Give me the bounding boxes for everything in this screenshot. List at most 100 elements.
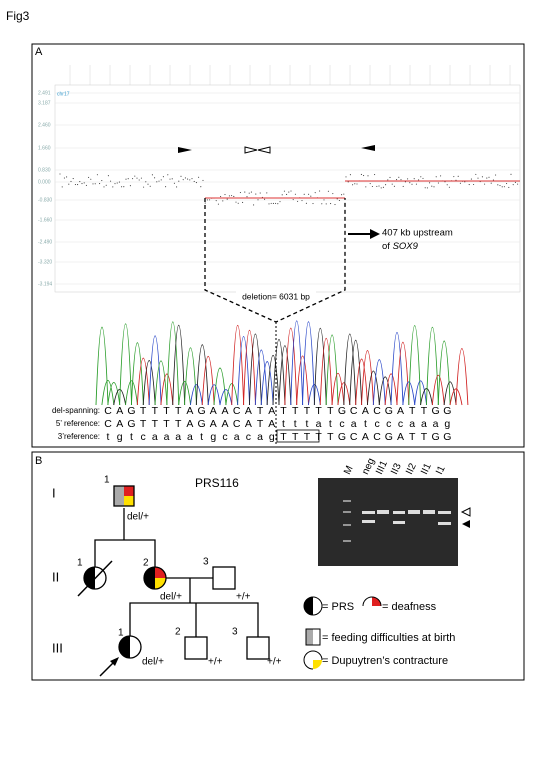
probe-dot <box>294 193 296 195</box>
base: A <box>221 405 228 417</box>
probe-dot <box>332 193 334 195</box>
base: a <box>234 431 240 443</box>
base: G <box>443 431 451 443</box>
probe-dot <box>224 193 226 196</box>
legend-text: = feeding difficulties at birth <box>322 632 455 644</box>
probe-dot <box>70 180 72 183</box>
probe-dot <box>323 199 325 201</box>
probe-dot <box>79 181 81 183</box>
probe-dot <box>382 186 384 188</box>
probe-dot <box>481 176 483 178</box>
chromatogram-peak <box>449 388 463 406</box>
probe-dot <box>506 182 508 185</box>
probe-dot <box>305 202 307 204</box>
chromatogram-peak <box>225 383 239 406</box>
sequence-label: 5’ reference: <box>56 419 100 428</box>
base: g <box>269 431 275 443</box>
probe-dot <box>257 199 259 201</box>
y-axis-label: 2.460 <box>38 122 51 128</box>
probe-dot <box>310 195 312 197</box>
base: g <box>210 431 216 443</box>
probe-dot <box>415 183 417 185</box>
probe-dot <box>470 178 472 180</box>
base: g <box>117 431 123 443</box>
probe-dot <box>178 180 180 182</box>
probe-dot <box>171 178 173 180</box>
base: A <box>186 418 193 430</box>
trait-fill <box>144 567 155 589</box>
probe-dot <box>147 183 149 185</box>
y-axis-label: -1.660 <box>38 217 52 223</box>
probe-dot <box>154 177 156 179</box>
probe-dot <box>222 200 224 202</box>
base: G <box>432 431 440 443</box>
probe-dot <box>158 180 160 182</box>
probe-dot <box>312 202 314 205</box>
trait-fill <box>124 486 134 496</box>
overlap-box <box>276 429 320 443</box>
probe-dot <box>389 176 391 179</box>
probe-dot <box>118 181 120 183</box>
probe-dot <box>121 186 123 188</box>
base: G <box>127 405 135 417</box>
base: G <box>198 405 206 417</box>
probe-dot <box>85 184 87 186</box>
base: A <box>362 405 369 417</box>
probe-dot <box>105 184 107 186</box>
legend-text: = PRS <box>322 601 354 613</box>
panel-label: A <box>35 46 43 58</box>
probe-dot <box>446 184 448 186</box>
probe-dot <box>231 195 233 197</box>
probe-dot <box>512 184 514 186</box>
probe-dot <box>259 192 261 194</box>
probe-dot <box>198 176 200 178</box>
deceased-mark <box>77 560 113 597</box>
base: A <box>210 418 217 430</box>
base: A <box>362 431 369 443</box>
base: c <box>386 418 391 430</box>
probe-dot <box>301 200 303 202</box>
probe-dot <box>151 174 153 176</box>
probe-dot <box>341 194 343 196</box>
genotype: del/+ <box>127 512 149 523</box>
chromatogram-peak <box>207 384 221 406</box>
lane-label: I1 <box>434 464 448 477</box>
base: t <box>130 431 133 443</box>
probe-dot <box>453 176 455 178</box>
probe-dot <box>88 176 90 178</box>
individual-number: 2 <box>175 627 181 638</box>
probe-dot <box>176 186 178 188</box>
probe-dot <box>367 175 369 177</box>
probe-dot <box>59 173 61 175</box>
base: G <box>443 405 451 417</box>
probe-dot <box>411 183 413 185</box>
probe-dot <box>272 202 274 205</box>
gel-bands <box>343 500 451 542</box>
probe-dot <box>435 176 437 178</box>
probe-dot <box>228 195 230 197</box>
base: A <box>397 431 404 443</box>
trait-fill <box>155 578 166 589</box>
probe-dot <box>226 198 228 200</box>
probe-dot <box>497 184 499 186</box>
trait-fill <box>84 567 95 589</box>
probe-dot <box>499 184 501 187</box>
base: C <box>373 405 381 417</box>
probe-dot <box>200 186 202 188</box>
individual <box>118 635 142 659</box>
genotype: +/+ <box>267 657 282 668</box>
probe-dot <box>374 173 376 176</box>
trait-fill <box>119 636 130 658</box>
probe-dot <box>255 193 257 195</box>
probe-dot <box>107 175 109 177</box>
probe-dot <box>503 186 505 188</box>
base: T <box>175 418 182 430</box>
probe-dot <box>123 186 125 188</box>
panel-a-frame <box>31 43 525 448</box>
chromatogram-peak <box>337 382 351 406</box>
chromatogram-peak <box>390 332 404 406</box>
probe-dot <box>250 191 252 193</box>
legend-symbol <box>304 597 313 615</box>
base: A <box>221 418 228 430</box>
base: a <box>433 418 439 430</box>
